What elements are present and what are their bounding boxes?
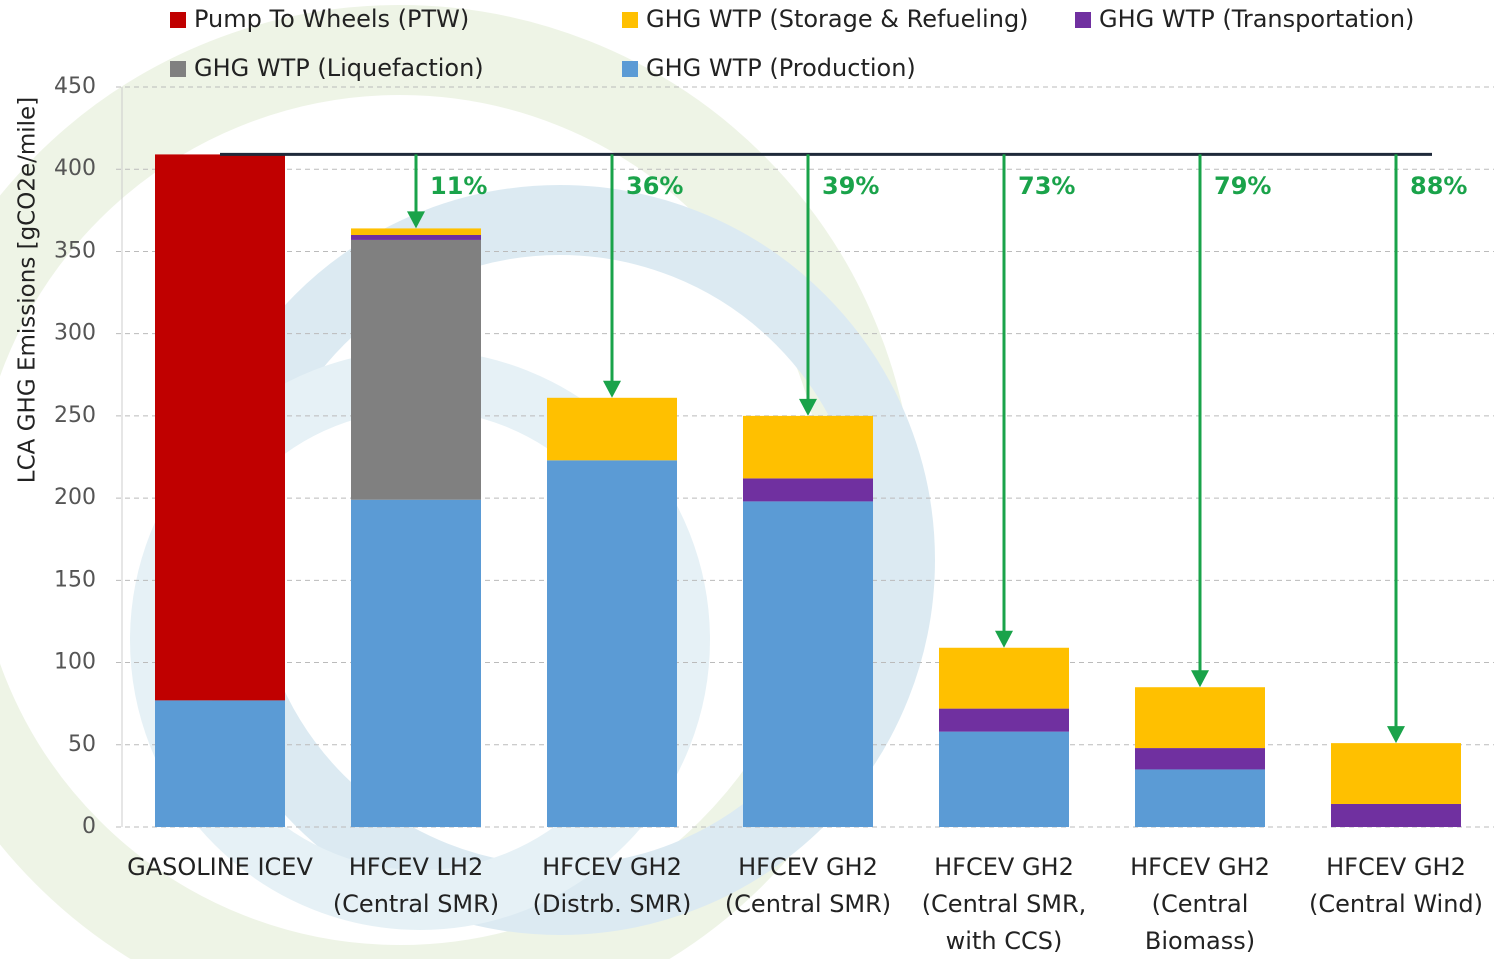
bar-segment <box>939 647 1069 709</box>
bar-segment <box>547 397 677 461</box>
bar-segment <box>351 499 481 827</box>
reduction-label: 79% <box>1214 172 1271 200</box>
y-tick-label: 450 <box>54 74 96 99</box>
y-tick-label: 150 <box>54 567 96 592</box>
x-tick-label: HFCEV GH2 <box>1326 853 1466 881</box>
x-tick-label: (Central SMR, <box>922 890 1087 918</box>
y-tick-label: 0 <box>82 814 96 839</box>
legend-label: GHG WTP (Liquefaction) <box>194 54 484 82</box>
arrow-head <box>1191 670 1209 688</box>
y-tick-label: 100 <box>54 650 96 675</box>
x-tick-label: HFCEV LH2 <box>349 853 484 881</box>
x-tick-label: GASOLINE ICEV <box>127 853 313 881</box>
x-tick-label: HFCEV GH2 <box>1130 853 1270 881</box>
y-tick-label: 250 <box>54 403 96 428</box>
x-tick-label: (Central <box>1152 890 1249 918</box>
bar-segment <box>1135 748 1265 770</box>
bar-segment <box>351 235 481 240</box>
reduction-label: 39% <box>822 172 879 200</box>
x-tick-label: (Central SMR) <box>725 890 891 918</box>
legend-label: GHG WTP (Storage & Refueling) <box>646 5 1029 33</box>
bar-segment <box>1331 743 1461 804</box>
reduction-label: 11% <box>430 172 487 200</box>
x-tick-label: HFCEV GH2 <box>934 853 1074 881</box>
reduction-label: 73% <box>1018 172 1075 200</box>
arrow-head <box>1387 726 1405 744</box>
x-tick-label: (Central SMR) <box>333 890 499 918</box>
bar-segment <box>155 700 285 827</box>
bar-segment <box>1135 769 1265 827</box>
x-tick-label: HFCEV GH2 <box>738 853 878 881</box>
bar-segment <box>939 731 1069 827</box>
legend-swatch <box>622 12 638 28</box>
arrow-head <box>995 630 1013 648</box>
bar-segment <box>155 154 285 701</box>
y-tick-label: 350 <box>54 238 96 263</box>
legend-label: GHG WTP (Production) <box>646 54 916 82</box>
legend-label: Pump To Wheels (PTW) <box>194 5 469 33</box>
x-tick-label: with CCS) <box>946 927 1063 955</box>
arrow-head <box>799 398 817 416</box>
bar-segment <box>939 708 1069 732</box>
legend-swatch <box>170 61 186 77</box>
bar-segment <box>743 478 873 502</box>
y-tick-label: 200 <box>54 485 96 510</box>
bar-segment <box>1135 687 1265 749</box>
legend-label: GHG WTP (Transportation) <box>1099 5 1414 33</box>
bar-segment <box>743 501 873 827</box>
bar-segment <box>547 460 677 827</box>
legend-swatch <box>1075 12 1091 28</box>
legend-swatch <box>170 12 186 28</box>
bar-segment <box>351 239 481 500</box>
y-tick-label: 50 <box>68 732 96 757</box>
x-tick-label: (Distrb. SMR) <box>533 890 692 918</box>
x-tick-label: (Central Wind) <box>1309 890 1483 918</box>
y-tick-label: 400 <box>54 156 96 181</box>
y-tick-label: 300 <box>54 321 96 346</box>
legend-swatch <box>622 61 638 77</box>
bar-segment <box>1331 803 1461 827</box>
reduction-label: 36% <box>626 172 683 200</box>
y-axis-label: LCA GHG Emissions [gCO2e/mile] <box>15 97 41 483</box>
arrow-head <box>603 380 621 398</box>
x-tick-label: Biomass) <box>1145 927 1255 955</box>
bar-segment <box>743 415 873 479</box>
bar-segment <box>351 228 481 235</box>
reduction-label: 88% <box>1410 172 1467 200</box>
arrow-head <box>407 211 425 229</box>
x-tick-label: HFCEV GH2 <box>542 853 682 881</box>
